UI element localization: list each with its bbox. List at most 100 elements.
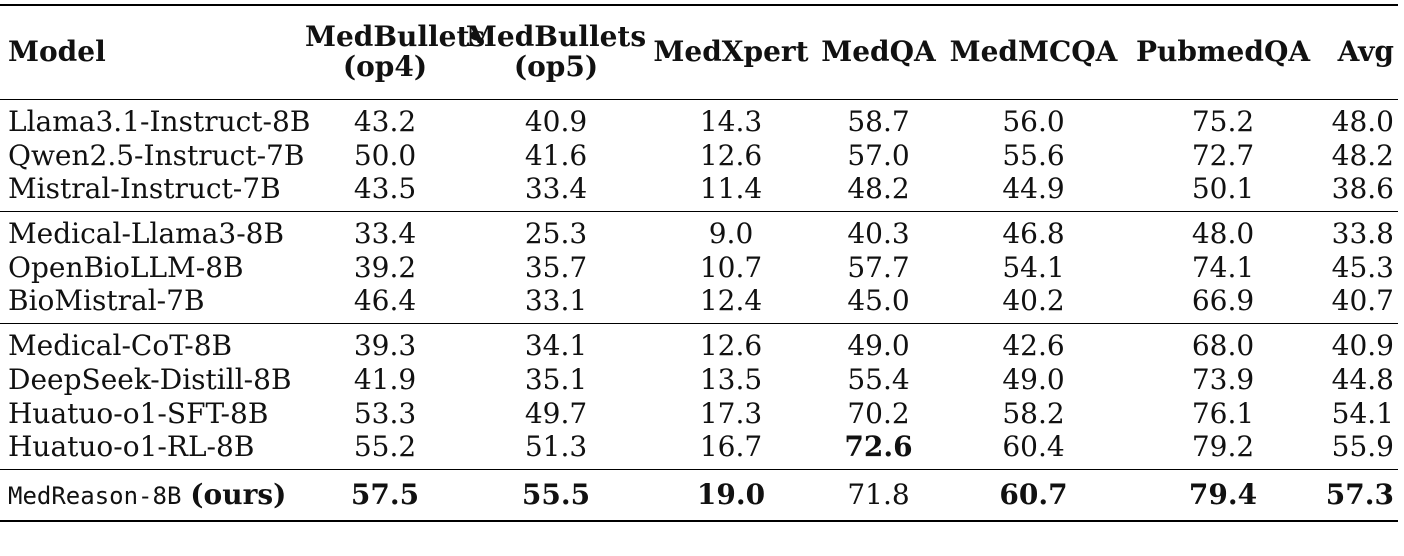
score-cell: 33.8 [1331, 217, 1394, 250]
ours-score-cell: 57.5 [350, 478, 420, 512]
ours-score-cell: 19.0 [696, 478, 766, 512]
table-row: BioMistral-7B 46.4 33.1 12.4 45.0 40.2 66.9 40.… [0, 284, 1398, 323]
model-group: Medical-CoT-8B 39.3 34.1 12.6 49.0 42.6 68.0 40… [0, 323, 1398, 469]
score-cell: 35.7 [524, 250, 588, 284]
score-cell: 12.4 [699, 284, 763, 317]
score-cell: 10.7 [699, 250, 763, 284]
score-cell: 48.0 [1331, 105, 1394, 138]
model-name-cell: Qwen2.5-Instruct-7B [8, 138, 305, 172]
score-cell: 25.3 [524, 217, 588, 250]
ours-score-cell: 57.3 [1325, 478, 1394, 512]
score-cell: 56.0 [1002, 105, 1065, 138]
score-cell: 44.8 [1331, 362, 1394, 396]
score-cell: 48.2 [1331, 138, 1394, 172]
score-cell: 76.1 [1191, 396, 1255, 430]
table-row: Mistral-Instruct-7B 43.5 33.4 11.4 48.2 44.9 5… [0, 172, 1398, 211]
model-group: Llama3.1-Instruct-8B 43.2 40.9 14.3 58.7 56.0… [0, 99, 1398, 211]
ours-model-name: MedReason-8B [8, 482, 182, 511]
table-row: Medical-Llama3-8B 33.4 25.3 9.0 40.3 46.8 48.0… [0, 211, 1398, 250]
results-table: Model MedBullets (op4) MedBullets (op5) Med… [0, 4, 1398, 522]
score-cell: 48.2 [847, 172, 910, 205]
score-cell: 41.9 [353, 362, 417, 396]
model-group: Medical-Llama3-8B 33.4 25.3 9.0 40.3 46.8 48.0… [0, 211, 1398, 323]
score-cell: 49.7 [524, 396, 588, 430]
score-cell: 55.2 [353, 430, 417, 463]
score-cell: 75.2 [1191, 105, 1255, 138]
score-cell: 58.2 [1002, 396, 1065, 430]
ours-row: MedReason-8B (ours) 57.5 55.5 19.0 71.8 60.7 7… [0, 469, 1398, 521]
column-header: Model [8, 35, 106, 69]
score-cell: 57.0 [847, 138, 910, 172]
score-cell: 11.4 [699, 172, 763, 205]
score-cell: 43.2 [353, 105, 417, 138]
column-header: Avg [1337, 35, 1394, 69]
model-name-cell: Huatuo-o1-SFT-8B [8, 396, 269, 430]
table-header: Model MedBullets (op4) MedBullets (op5) Med… [0, 5, 1398, 99]
score-cell: 72.7 [1191, 138, 1255, 172]
ours-score-cell: 71.8 [847, 478, 910, 512]
score-cell: 12.6 [699, 329, 763, 362]
score-cell: 45.3 [1331, 250, 1394, 284]
score-cell: 72.6 [844, 430, 913, 463]
score-cell: 55.4 [847, 362, 910, 396]
table-row: Medical-CoT-8B 39.3 34.1 12.6 49.0 42.6 68.0 40… [0, 323, 1398, 362]
score-cell: 34.1 [524, 329, 588, 362]
score-cell: 46.4 [353, 284, 417, 317]
score-cell: 39.3 [353, 329, 417, 362]
ours-model-cell: MedReason-8B (ours) [0, 469, 305, 521]
ours-score-cell: 60.7 [999, 478, 1068, 512]
score-cell: 35.1 [524, 362, 588, 396]
score-cell: 54.1 [1002, 250, 1065, 284]
score-cell: 58.7 [847, 105, 910, 138]
score-cell: 41.6 [524, 138, 588, 172]
score-cell: 40.9 [524, 105, 588, 138]
score-cell: 73.9 [1191, 362, 1255, 396]
table-row: Huatuo-o1-SFT-8B 53.3 49.7 17.3 70.2 58.2 76.1… [0, 396, 1398, 430]
score-cell: 68.0 [1191, 329, 1255, 362]
model-name-cell: OpenBioLLM-8B [8, 250, 244, 284]
score-cell: 40.7 [1331, 284, 1394, 317]
column-header: MedBullets (op4) [305, 20, 486, 84]
score-cell: 40.9 [1331, 329, 1394, 362]
column-header: MedMCQA [949, 35, 1118, 69]
score-cell: 33.4 [353, 217, 417, 250]
column-header: MedBullets (op5) [465, 20, 647, 84]
score-cell: 33.4 [524, 172, 588, 205]
ours-model-suffix: (ours) [190, 478, 287, 512]
column-header: MedQA [821, 35, 936, 69]
score-cell: 14.3 [699, 105, 763, 138]
table-row: Qwen2.5-Instruct-7B 50.0 41.6 12.6 57.0 55.6 7… [0, 138, 1398, 172]
model-name-cell: Huatuo-o1-RL-8B [8, 430, 255, 463]
score-cell: 48.0 [1191, 217, 1255, 250]
table-row: Huatuo-o1-RL-8B 55.2 51.3 16.7 72.6 60.4 79.2 5… [0, 430, 1398, 469]
model-name-cell: Medical-Llama3-8B [8, 217, 285, 250]
ours-score-cell: 79.4 [1188, 478, 1258, 512]
model-name-cell: Mistral-Instruct-7B [8, 172, 281, 205]
score-cell: 66.9 [1191, 284, 1255, 317]
score-cell: 13.5 [699, 362, 763, 396]
score-cell: 17.3 [699, 396, 763, 430]
score-cell: 43.5 [353, 172, 417, 205]
score-cell: 70.2 [847, 396, 910, 430]
score-cell: 12.6 [699, 138, 763, 172]
score-cell: 79.2 [1191, 430, 1255, 463]
header-row: Model MedBullets (op4) MedBullets (op5) Med… [0, 5, 1398, 99]
score-cell: 45.0 [847, 284, 910, 317]
score-cell: 50.0 [353, 138, 417, 172]
score-cell: 50.1 [1191, 172, 1255, 205]
score-cell: 40.2 [1002, 284, 1065, 317]
score-cell: 54.1 [1331, 396, 1394, 430]
ours-score-cell: 55.5 [521, 478, 591, 512]
score-cell: 51.3 [524, 430, 588, 463]
score-cell: 38.6 [1331, 172, 1394, 205]
model-name-cell: BioMistral-7B [8, 284, 205, 317]
ours-group: MedReason-8B (ours) 57.5 55.5 19.0 71.8 60.7 7… [0, 469, 1398, 521]
table-row: OpenBioLLM-8B 39.2 35.7 10.7 57.7 54.1 74.1 45.… [0, 250, 1398, 284]
score-cell: 55.9 [1331, 430, 1394, 463]
score-cell: 57.7 [847, 250, 910, 284]
score-cell: 39.2 [353, 250, 417, 284]
model-name-cell: Medical-CoT-8B [8, 329, 233, 362]
column-header: MedXpert [653, 35, 809, 69]
score-cell: 16.7 [699, 430, 763, 463]
